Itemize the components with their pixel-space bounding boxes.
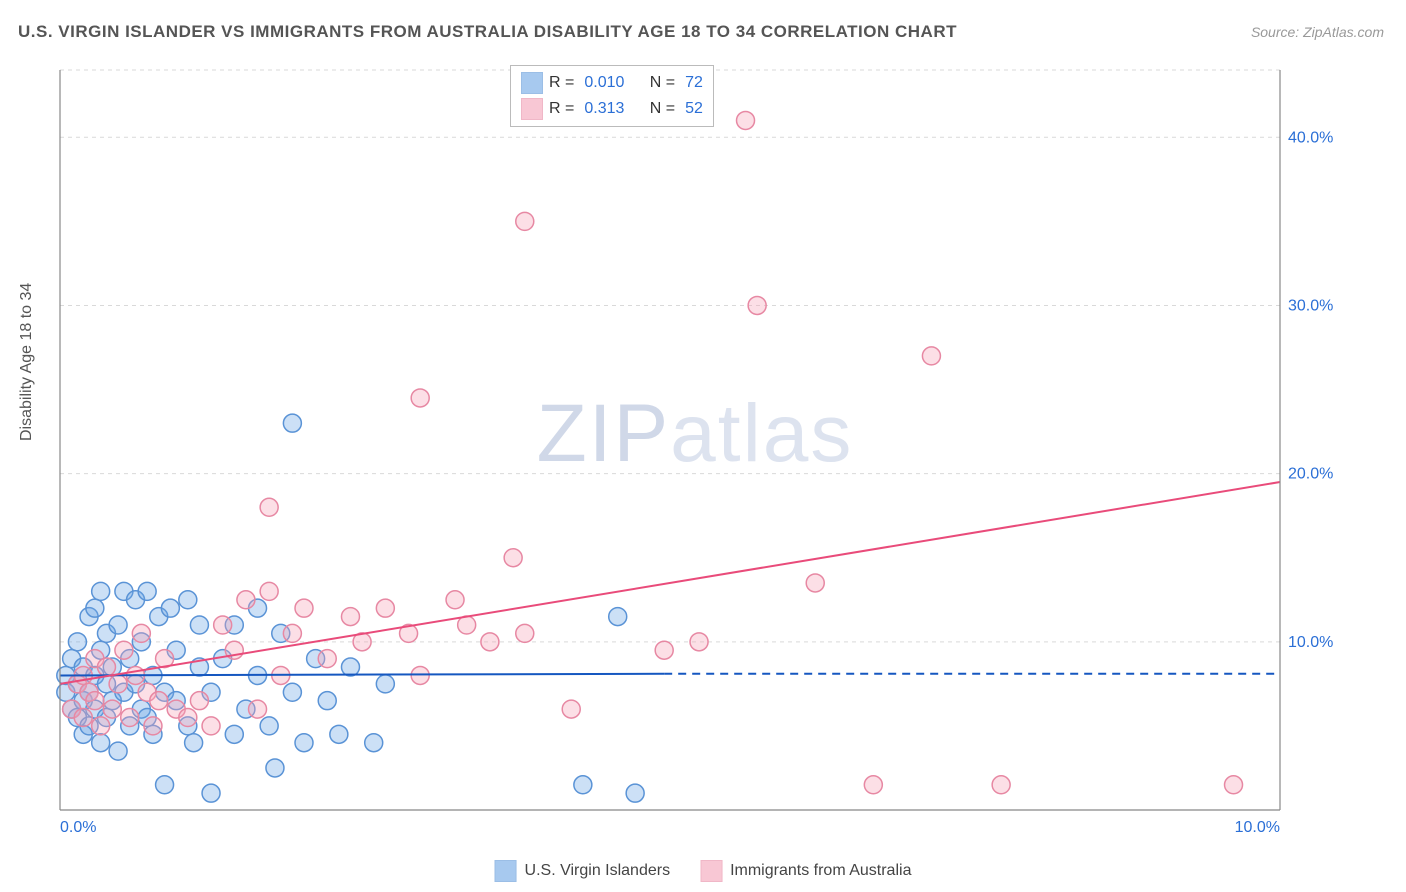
svg-text:20.0%: 20.0% [1288, 466, 1333, 483]
legend-row: R =0.010 N =72 [521, 70, 703, 96]
plot-area: 10.0%20.0%30.0%40.0%0.0%10.0% ZIPatlas [50, 60, 1340, 840]
bottom-legend-item: U.S. Virgin Islanders [495, 860, 671, 882]
legend-swatch [521, 72, 543, 94]
chart-title: U.S. VIRGIN ISLANDER VS IMMIGRANTS FROM … [18, 22, 957, 42]
svg-text:40.0%: 40.0% [1288, 129, 1333, 146]
legend-row: R =0.313 N =52 [521, 96, 703, 122]
series-legend: U.S. Virgin Islanders Immigrants from Aus… [495, 860, 912, 882]
svg-text:30.0%: 30.0% [1288, 297, 1333, 314]
scatter-svg: 10.0% 20.0% 30.0% 40.0% 0.0% 10.0% [50, 60, 1340, 840]
svg-text:0.0%: 0.0% [60, 819, 96, 836]
svg-text:10.0%: 10.0% [1288, 634, 1333, 651]
legend-swatch [700, 860, 722, 882]
correlation-legend: R =0.010 N =72R =0.313 N =52 [510, 65, 714, 127]
legend-swatch [521, 98, 543, 120]
chart-container: U.S. VIRGIN ISLANDER VS IMMIGRANTS FROM … [0, 0, 1406, 892]
source-label: Source: ZipAtlas.com [1251, 24, 1384, 40]
svg-text:10.0%: 10.0% [1235, 819, 1280, 836]
bottom-legend-item: Immigrants from Australia [700, 860, 911, 882]
y-axis-label: Disability Age 18 to 34 [18, 283, 36, 441]
legend-swatch [495, 860, 517, 882]
legend-label: U.S. Virgin Islanders [525, 862, 671, 880]
legend-label: Immigrants from Australia [730, 862, 911, 880]
